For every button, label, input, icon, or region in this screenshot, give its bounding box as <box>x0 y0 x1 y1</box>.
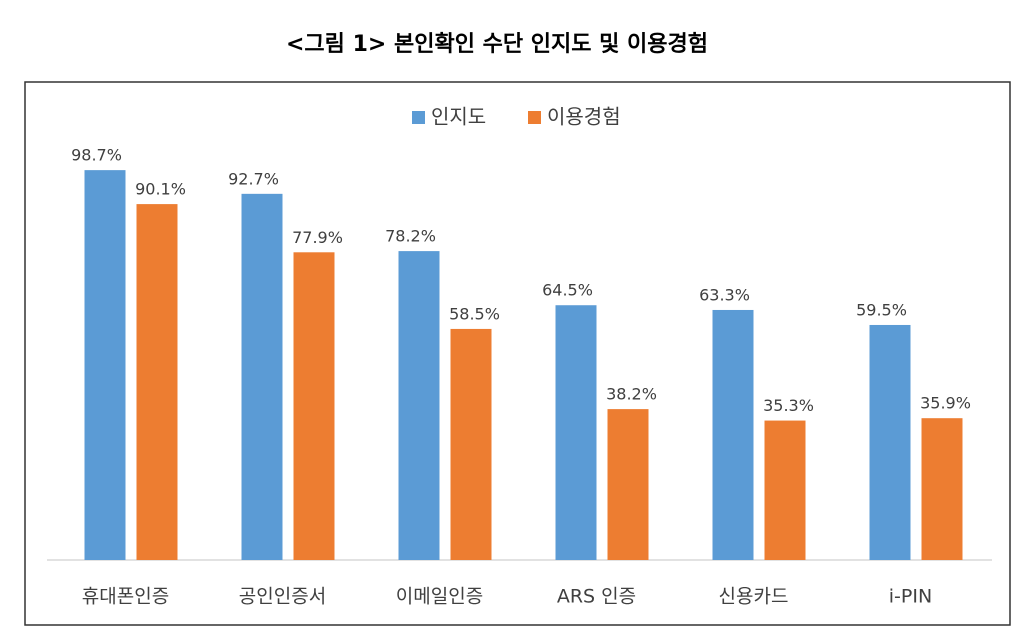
bar <box>869 324 911 560</box>
value-label: 58.5% <box>449 304 500 323</box>
bar <box>921 418 963 560</box>
legend-label: 이용경험 <box>547 105 621 129</box>
value-label: 98.7% <box>71 146 122 165</box>
chart-frame <box>24 81 1011 626</box>
chart-title: <그림 1> 본인확인 수단 인지도 및 이용경험 <box>286 31 708 57</box>
value-label: 90.1% <box>135 180 186 199</box>
bar <box>607 409 649 560</box>
legend-swatch <box>412 111 425 124</box>
x-tick-label: 공인인증서 <box>239 586 326 608</box>
value-label: 35.3% <box>763 396 814 415</box>
bar <box>241 193 283 560</box>
bar <box>136 204 178 561</box>
x-tick-label: 휴대폰인증 <box>82 586 169 608</box>
bar <box>712 309 754 560</box>
value-label: 64.5% <box>542 281 593 300</box>
value-label: 78.2% <box>385 227 436 246</box>
value-label: 92.7% <box>228 169 279 188</box>
bar <box>398 251 440 561</box>
x-tick-label: ARS 인증 <box>557 586 636 608</box>
value-label: 63.3% <box>699 285 750 304</box>
legend-label: 인지도 <box>431 105 486 129</box>
bar <box>450 328 492 560</box>
value-label: 59.5% <box>856 300 907 319</box>
legend-swatch <box>528 111 541 124</box>
bar <box>84 170 126 560</box>
bar <box>293 252 335 561</box>
value-label: 35.9% <box>920 394 971 413</box>
x-tick-label: i-PIN <box>889 586 932 608</box>
value-label: 38.2% <box>606 385 657 404</box>
x-tick-label: 이메일인증 <box>396 586 483 608</box>
bar <box>764 420 806 560</box>
bar <box>555 305 597 560</box>
value-label: 77.9% <box>292 228 343 247</box>
x-tick-label: 신용카드 <box>719 586 789 608</box>
